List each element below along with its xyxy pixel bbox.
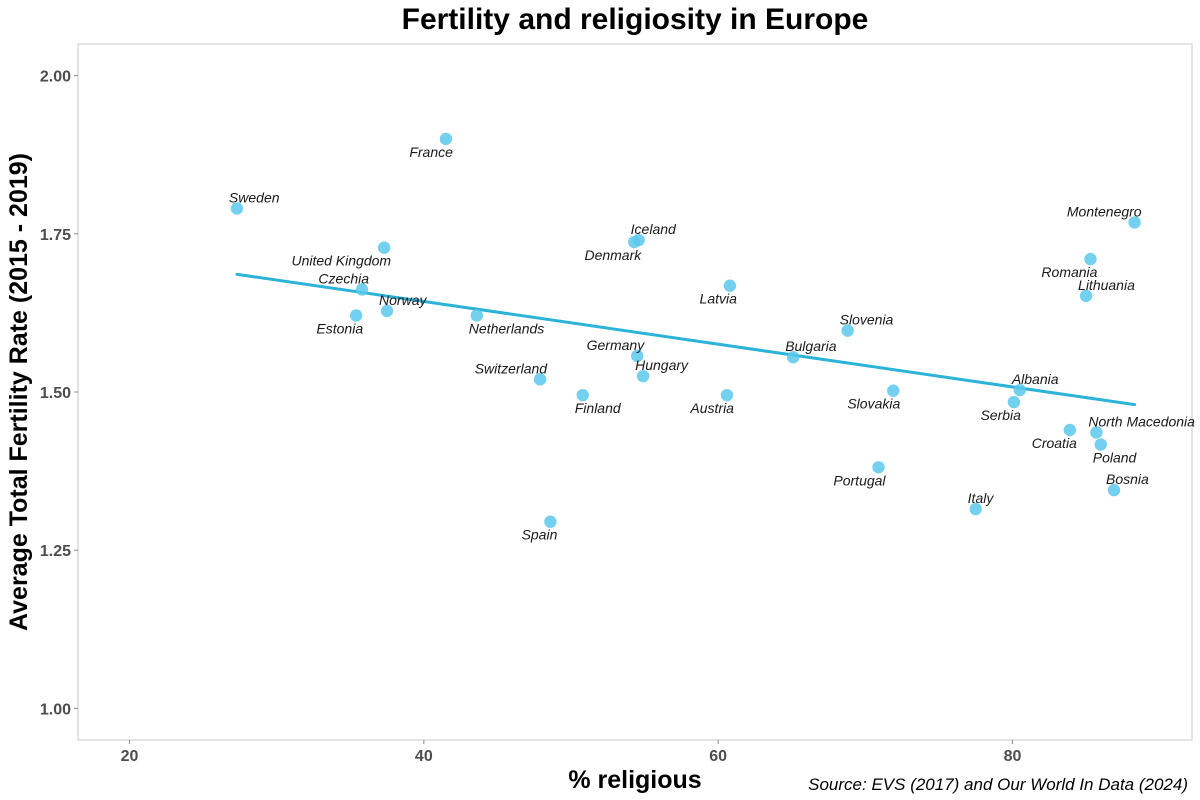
- x-tick-label: 20: [121, 748, 139, 765]
- x-tick-label: 80: [1004, 748, 1022, 765]
- y-axis-label: Average Total Fertility Rate (2015 - 201…: [5, 153, 33, 631]
- point-label: Poland: [1093, 450, 1138, 466]
- x-axis: 20 40 60 80: [121, 740, 1022, 765]
- point-label: Lithuania: [1078, 277, 1135, 293]
- point-label: Denmark: [584, 247, 642, 263]
- point-label: North Macedonia: [1088, 413, 1195, 429]
- data-point: [1079, 289, 1093, 303]
- data-point: [786, 351, 800, 364]
- data-point: [1063, 423, 1077, 437]
- data-point: [377, 241, 391, 254]
- y-tick-label: 1.75: [40, 227, 71, 244]
- y-tick-label: 2.00: [40, 69, 71, 86]
- point-label: Iceland: [631, 221, 677, 237]
- data-point: [533, 373, 547, 386]
- data-point: [1128, 216, 1141, 229]
- point-label: Albania: [1011, 371, 1059, 387]
- trend-line-group: [235, 272, 1137, 407]
- data-point: [230, 202, 244, 215]
- source-caption: Source: EVS (2017) and Our World In Data…: [808, 775, 1188, 794]
- data-points: [230, 132, 1141, 528]
- data-point: [887, 384, 900, 397]
- y-tick-label: 1.50: [40, 385, 71, 402]
- point-label: Slovenia: [840, 312, 894, 328]
- point-label: Sweden: [229, 190, 280, 206]
- y-tick-label: 1.25: [40, 543, 71, 560]
- data-point: [349, 309, 363, 322]
- point-label: Bosnia: [1106, 471, 1149, 487]
- data-point: [631, 349, 644, 363]
- data-point: [576, 388, 589, 402]
- point-label: Spain: [522, 527, 558, 543]
- x-tick-label: 40: [415, 748, 433, 765]
- data-point: [355, 283, 369, 296]
- data-point: [1090, 426, 1103, 439]
- point-label: Hungary: [635, 357, 689, 373]
- data-point: [1013, 383, 1027, 397]
- data-point: [1107, 483, 1121, 497]
- chart-title: Fertility and religiosity in Europe: [402, 3, 869, 36]
- point-label: Bulgaria: [785, 338, 837, 354]
- data-point: [1007, 395, 1021, 409]
- data-point: [470, 309, 484, 322]
- point-label: Croatia: [1032, 435, 1077, 451]
- y-tick-label: 1.00: [40, 701, 71, 718]
- data-point: [969, 502, 982, 516]
- point-label: Estonia: [316, 320, 363, 336]
- point-label: France: [409, 144, 453, 160]
- x-axis-label: % religious: [568, 766, 701, 794]
- trend-line: [235, 272, 1137, 407]
- y-axis: 1.00 1.25 1.50 1.75 2.00: [40, 69, 78, 718]
- point-label: Norway: [379, 292, 427, 308]
- data-point: [1094, 438, 1107, 451]
- point-label: Czechia: [318, 270, 369, 286]
- point-label: Romania: [1041, 264, 1097, 280]
- data-point: [439, 132, 453, 146]
- data-point: [720, 388, 734, 402]
- data-point: [628, 235, 641, 249]
- data-point: [723, 279, 737, 292]
- data-point: [841, 324, 854, 337]
- data-point: [1084, 252, 1097, 266]
- data-point: [544, 515, 557, 528]
- point-label: Slovakia: [847, 396, 900, 412]
- point-label: Italy: [968, 490, 995, 506]
- data-point: [636, 369, 650, 383]
- point-label: Portugal: [833, 472, 886, 488]
- point-label: Serbia: [980, 407, 1021, 423]
- data-point: [872, 461, 885, 474]
- point-label: Netherlands: [469, 320, 545, 336]
- point-label: Germany: [587, 337, 646, 353]
- point-label: Finland: [575, 400, 622, 416]
- point-label: Austria: [689, 400, 734, 416]
- x-tick-label: 60: [709, 748, 727, 765]
- point-label: United Kingdom: [291, 253, 391, 269]
- point-label: Montenegro: [1067, 203, 1142, 219]
- point-label: Latvia: [700, 291, 738, 307]
- point-label: Switzerland: [475, 360, 549, 376]
- data-point: [380, 304, 394, 318]
